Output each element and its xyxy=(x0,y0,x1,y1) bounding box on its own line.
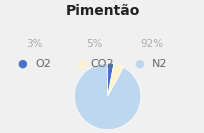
Wedge shape xyxy=(107,64,123,96)
Wedge shape xyxy=(107,63,113,96)
Text: ●: ● xyxy=(18,59,27,69)
Text: 92%: 92% xyxy=(140,39,162,49)
Text: ●: ● xyxy=(77,59,86,69)
Text: O2: O2 xyxy=(35,59,51,69)
Text: ●: ● xyxy=(134,59,144,69)
Wedge shape xyxy=(74,63,140,130)
Text: N2: N2 xyxy=(151,59,167,69)
Text: Pimentão: Pimentão xyxy=(65,4,139,18)
Text: 5%: 5% xyxy=(86,39,102,49)
Text: CO2: CO2 xyxy=(90,59,114,69)
Text: 3%: 3% xyxy=(27,39,43,49)
